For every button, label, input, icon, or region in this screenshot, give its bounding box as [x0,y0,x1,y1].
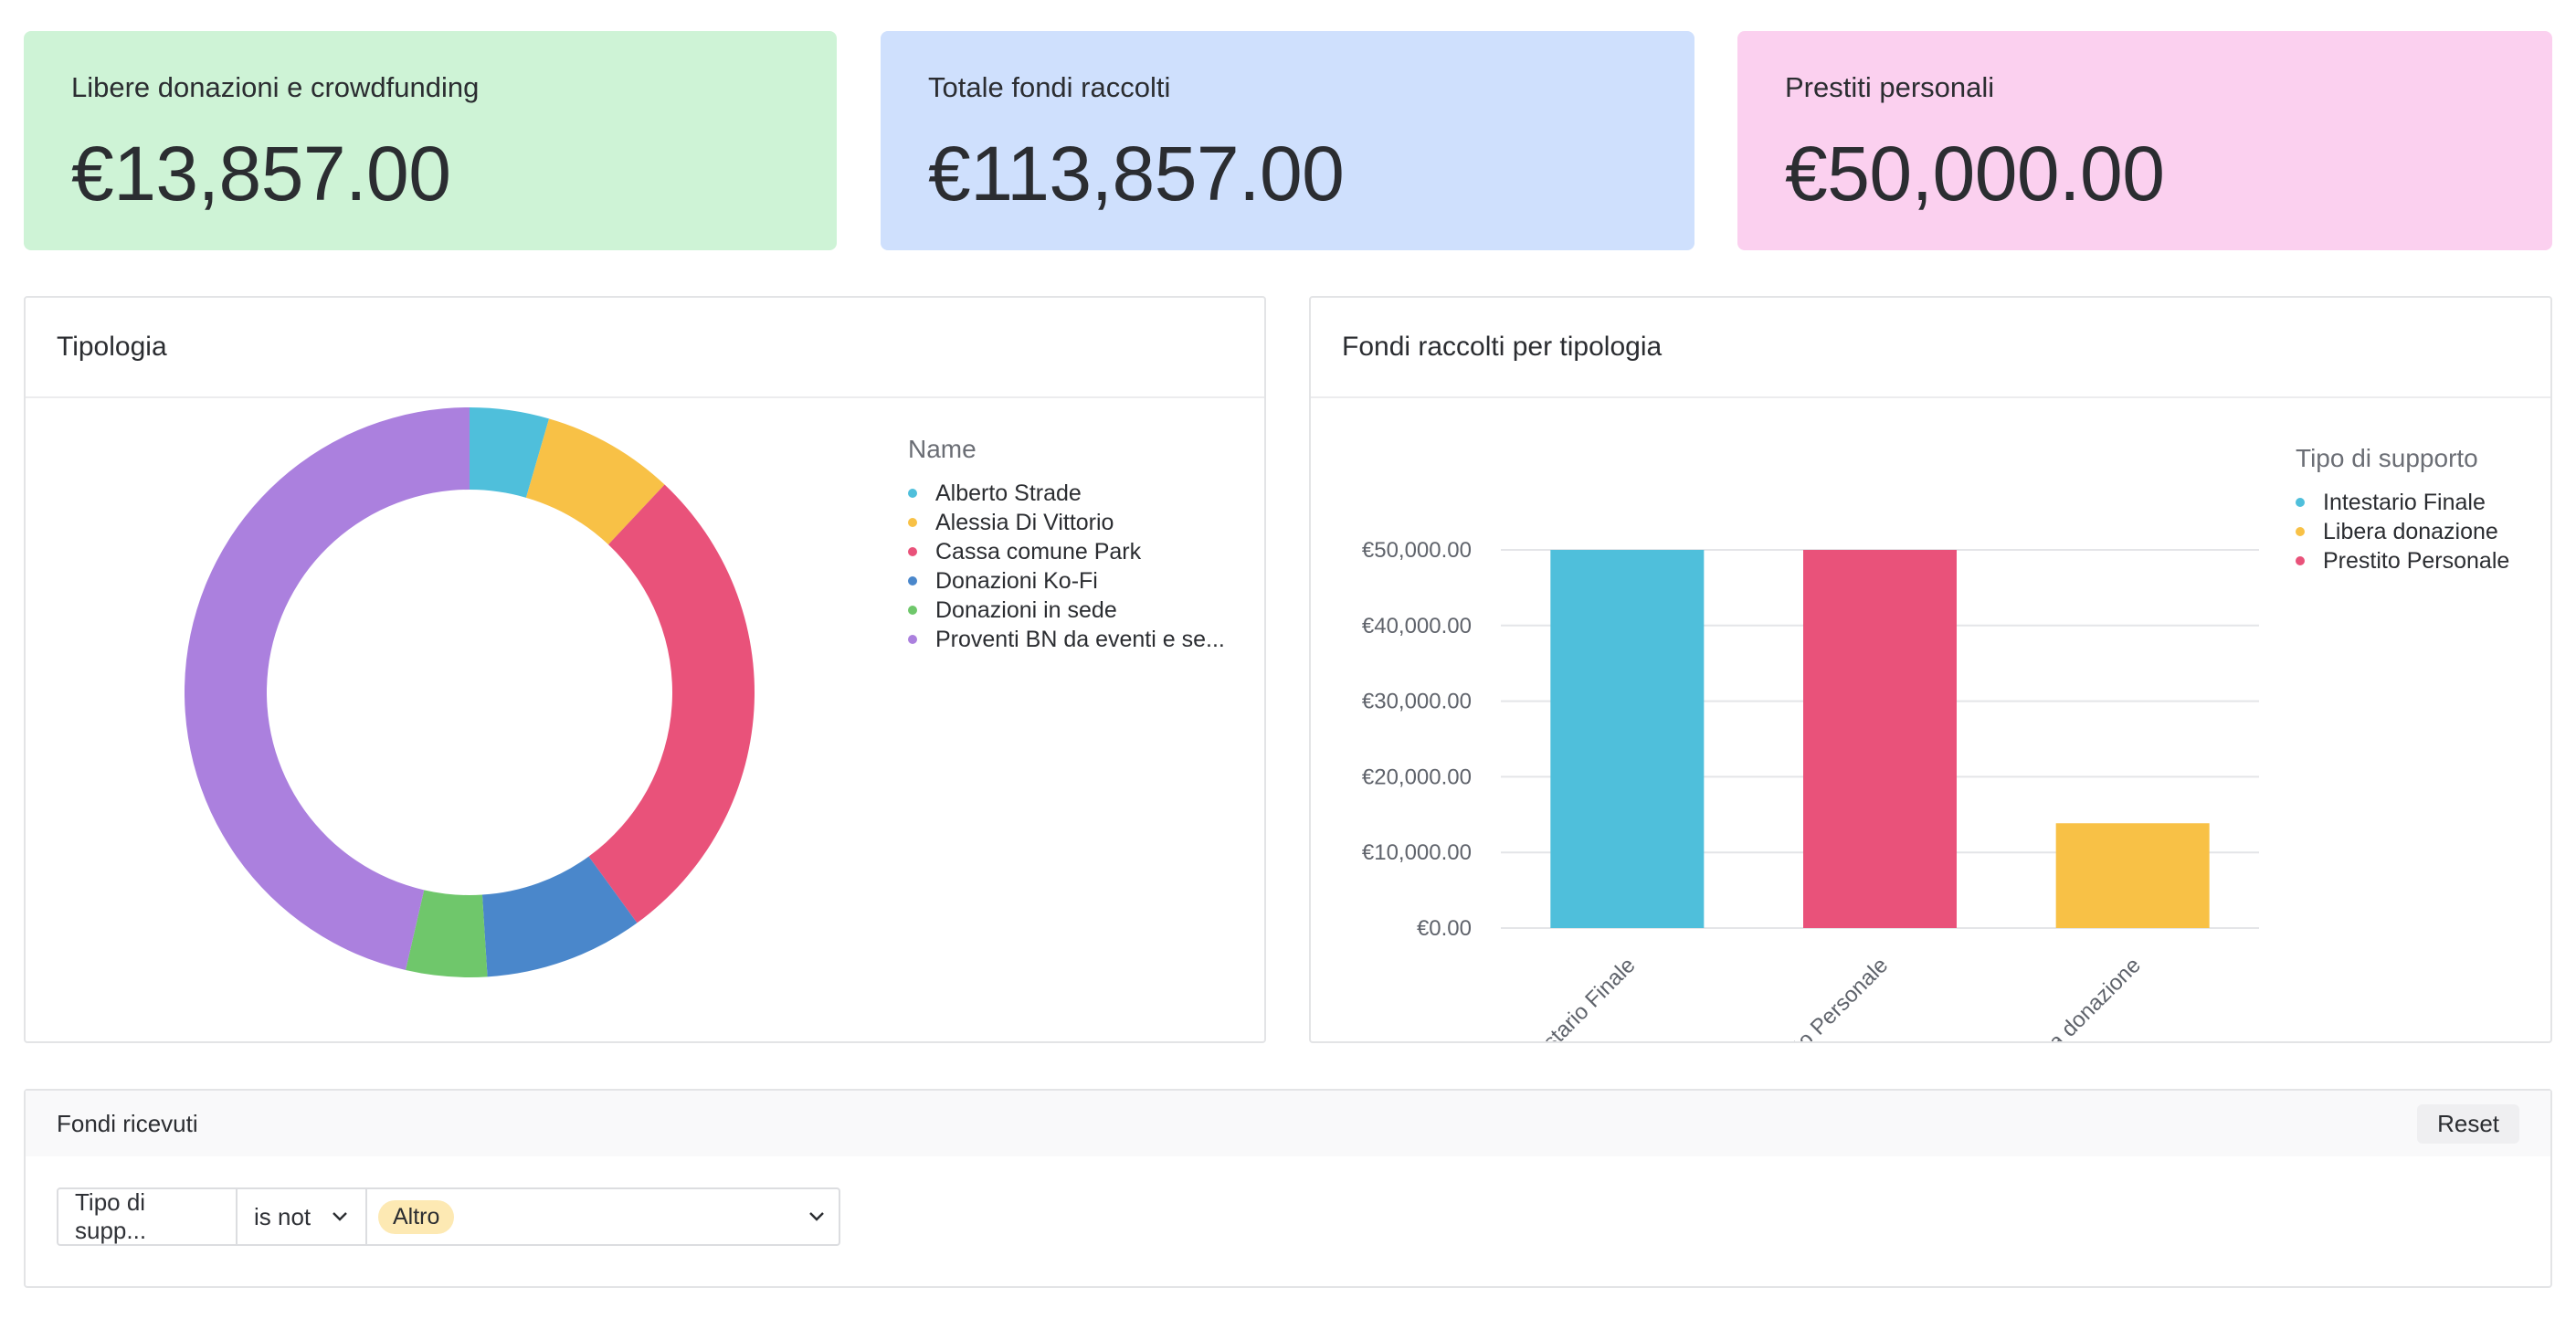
legend-dot-icon [908,489,917,498]
filter-field-label: Tipo di supp... [75,1188,147,1244]
legend-dot-icon [908,518,917,527]
kpi-card-donations: Libere donazioni e crowdfunding €13,857.… [24,31,837,250]
legend-item[interactable]: Alessia Di Vittorio [908,508,1225,537]
legend-label: Alberto Strade [935,480,1082,506]
legend-item[interactable]: Donazioni Ko-Fi [908,566,1225,596]
bar-legend: Tipo di supporto Intestario Finale Libera… [2296,444,2509,575]
chevron-down-icon [809,1212,824,1221]
kpi-label: Totale fondi raccolti [928,71,1171,103]
filter-bar: Tipo di supp... is not Altro [57,1187,840,1246]
legend-dot-icon [2296,527,2305,536]
y-tick-label: €20,000.00 [1362,765,1472,789]
donut-chart-panel: Tipologia Name Alberto Strade Alessia Di … [24,296,1266,1043]
legend-label: Alessia Di Vittorio [935,509,1114,535]
legend-item[interactable]: Alberto Strade [908,479,1225,508]
x-tick-label: Libera donazione [2010,953,2146,1041]
kpi-label: Libere donazioni e crowdfunding [71,71,480,103]
legend-label: Prestito Personale [2323,547,2510,574]
legend-item[interactable]: Prestito Personale [2296,546,2509,575]
legend-label: Intestario Finale [2323,489,2486,515]
x-tick-label: Prestito Personale [1748,953,1893,1041]
kpi-label: Prestiti personali [1785,71,1995,103]
bar[interactable] [2055,823,2210,928]
donut-slice[interactable] [184,407,470,971]
y-tick-label: €10,000.00 [1362,840,1472,865]
legend-label: Donazioni in sede [935,596,1117,623]
panel-title: Fondi ricevuti [57,1109,198,1137]
donut-slice[interactable] [470,407,550,498]
filter-operator-select[interactable]: is not [238,1189,367,1244]
legend-label: Libera donazione [2323,518,2498,544]
legend-dot-icon [908,547,917,556]
legend-dot-icon [908,576,917,586]
funds-received-panel: Fondi ricevuti Reset Tipo di supp... is … [24,1089,2552,1288]
donut-legend: Name Alberto Strade Alessia Di Vittorio Ca… [908,435,1225,654]
filter-value-select[interactable]: Altro [367,1189,839,1244]
bar-chart-panel: Fondi raccolti per tipologia €0.00 €10,00… [1309,296,2552,1043]
legend-dot-icon [908,635,917,644]
legend-item[interactable]: Proventi BN da eventi e se... [908,625,1225,654]
donut-slice[interactable] [525,418,665,545]
donut-slice[interactable] [406,890,488,977]
donut-slice[interactable] [588,484,755,923]
donut-slice[interactable] [481,856,638,977]
bar-chart: €0.00 €10,000.00 €20,000.00 €30,000.00 €40,0… [1362,538,2259,1041]
kpi-value: €50,000.00 [1785,131,2165,216]
legend-label: Donazioni Ko-Fi [935,567,1098,594]
bar[interactable] [1803,550,1957,928]
legend-item[interactable]: Donazioni in sede [908,596,1225,625]
panel-header: Fondi ricevuti Reset [26,1091,2550,1156]
kpi-card-loans: Prestiti personali €50,000.00 [1737,31,2552,250]
kpi-value: €13,857.00 [71,131,451,216]
filter-field-select[interactable]: Tipo di supp... [58,1188,238,1244]
panel-title: Fondi raccolti per tipologia [1311,298,2550,398]
legend-item[interactable]: Intestario Finale [2296,488,2509,517]
y-tick-label: €40,000.00 [1362,614,1472,638]
filter-value-chip[interactable]: Altro [378,1199,455,1234]
x-tick-label: Intestario Finale [1513,953,1641,1041]
y-tick-label: €50,000.00 [1362,538,1472,563]
legend-dot-icon [2296,498,2305,507]
legend-item[interactable]: Cassa comune Park [908,537,1225,566]
legend-label: Proventi BN da eventi e se... [935,626,1225,652]
bar[interactable] [1550,550,1705,928]
y-tick-label: €0.00 [1417,916,1472,941]
reset-button[interactable]: Reset [2417,1103,2519,1144]
kpi-value: €113,857.00 [928,131,1345,216]
kpi-card-total: Totale fondi raccolti €113,857.00 [881,31,1694,250]
legend-title: Name [908,435,977,463]
legend-dot-icon [908,606,917,615]
panel-title: Tipologia [26,298,1264,398]
legend-item[interactable]: Libera donazione [2296,517,2509,546]
donut-chart [184,407,755,977]
chevron-down-icon [333,1212,347,1221]
legend-label: Cassa comune Park [935,538,1142,565]
legend-dot-icon [2296,556,2305,565]
y-tick-label: €30,000.00 [1362,690,1472,714]
filter-operator-label: is not [254,1202,311,1230]
legend-title: Tipo di supporto [2296,444,2478,472]
